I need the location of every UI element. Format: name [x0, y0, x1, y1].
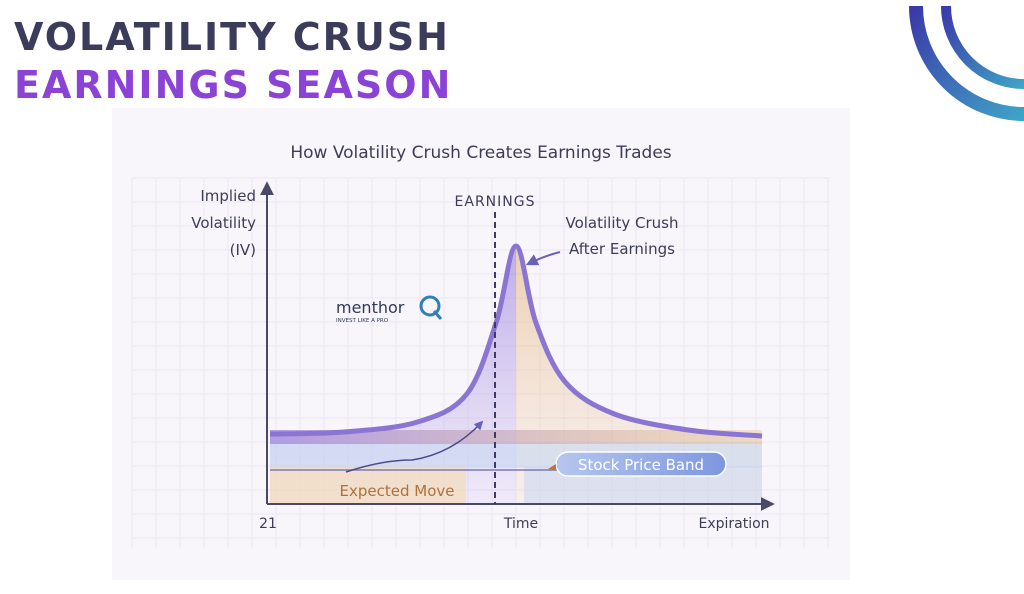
y-axis-label-line2: Volatility — [191, 214, 256, 232]
crush-annotation-line2: After Earnings — [569, 240, 675, 258]
page-subtitle: EARNINGS SEASON — [14, 63, 453, 107]
implied-volatility-curve — [269, 243, 763, 439]
x-axis-label: Time — [503, 516, 538, 532]
chart-title: How Volatility Crush Creates Earnings Tr… — [290, 143, 671, 163]
menthor-logo: menthor INVEST LIKE A PRO — [336, 295, 443, 324]
stock-price-band-pointer — [548, 464, 556, 470]
chart-panel: How Volatility Crush Creates Earnings Tr… — [112, 108, 850, 580]
expected-move-arrow — [345, 420, 484, 473]
x-tick-end: Expiration — [698, 516, 769, 532]
baseline-iv-band — [270, 430, 762, 444]
x-tick-start: 21 — [259, 516, 277, 532]
expected-move-label: Expected Move — [340, 482, 455, 500]
stock-price-band-label: Stock Price Band — [578, 456, 704, 474]
volatility-chart: How Volatility Crush Creates Earnings Tr… — [131, 143, 830, 548]
corner-arcs-decoration — [909, 5, 1024, 121]
earnings-label: EARNINGS — [455, 194, 536, 210]
crush-annotation-line1: Volatility Crush — [565, 214, 678, 232]
logo-q-icon — [419, 295, 441, 317]
page-title: VOLATILITY CRUSH — [14, 15, 450, 59]
logo-q-tail — [432, 310, 443, 320]
expected-move-zone — [270, 466, 466, 504]
crush-annotation-arrow — [525, 251, 561, 266]
logo-tagline: INVEST LIKE A PRO — [336, 318, 389, 324]
logo-wordmark: menthor — [336, 298, 405, 317]
y-axis-label-line1: Implied — [200, 187, 256, 205]
y-axis-label-line3: (IV) — [230, 241, 256, 259]
